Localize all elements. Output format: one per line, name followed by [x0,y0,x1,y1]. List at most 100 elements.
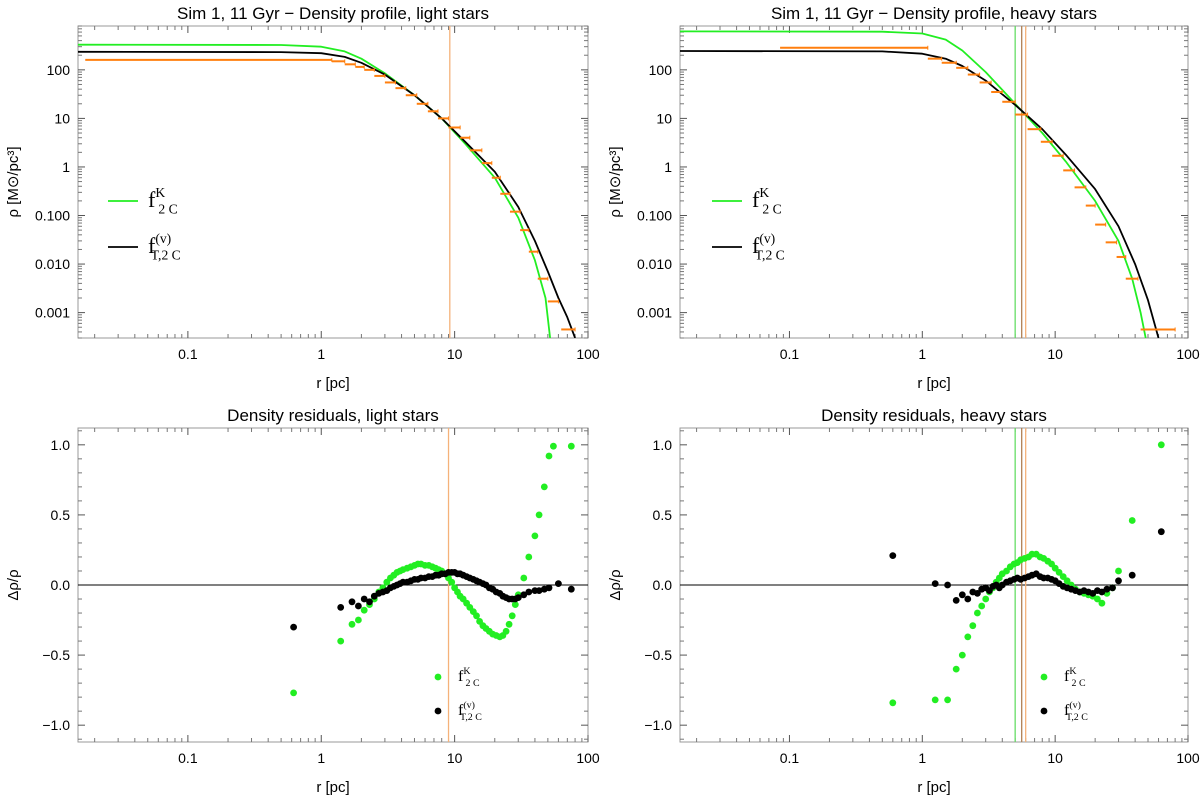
y-tick-label: 10 [656,110,672,126]
legend-label: f(v) T,2 C [148,231,181,263]
data-point-green [348,620,356,628]
legend-marker [1040,707,1048,715]
legend-label: f(v) T,2 C [752,231,785,263]
x-tick-label: 1 [317,750,325,766]
data-point-black [952,597,960,604]
x-tick-label: 100 [1176,346,1200,362]
data-point-black [290,623,297,631]
x-tick-label: 10 [1047,346,1063,362]
data-point-black [567,585,575,593]
y-tick-label: 0.0 [653,577,673,593]
y-tick-label: 0.5 [51,507,71,523]
panel-residuals-heavy: Density residuals, heavy stars r [pc] Δρ/ρ… [607,406,1200,796]
data-point-green [969,622,977,630]
x-tick-label: 1 [918,346,926,362]
x-tick-label: 1 [918,750,926,766]
x-tick-label: 1 [317,346,325,362]
x-tick-label: 100 [576,346,600,362]
data-point-black [360,595,368,603]
legend-label: f(v) T,2 C [1064,700,1088,723]
data-point-green [958,651,966,659]
data-point-green [508,612,516,620]
y-tick-label: 0.001 [637,305,672,321]
y-tick-label: 0.5 [653,507,673,523]
legend-label: fK 2 C [752,185,782,217]
y-tick-label: 0.001 [35,305,70,321]
y-axis-label: ρ [M⊙/pc³] [607,146,624,217]
data-point-green [520,574,528,582]
data-point-black [1103,585,1111,593]
data-point-green [540,483,548,491]
data-point-green [978,602,986,610]
x-tick-label: 10 [447,346,463,362]
legend: fK 2 C f(v) T,2 C [108,185,181,263]
data-point-black [1109,584,1116,592]
data-point-green [964,633,972,641]
legend: fK 2 C f(v) T,2 C [434,666,482,723]
y-tick-label: 0.100 [637,208,672,224]
data-point-green [1115,567,1122,575]
data-point-green [545,452,553,460]
data-point-black [944,581,951,589]
data-point-green [535,511,543,519]
data-point-green [567,442,575,450]
plot-frame [679,25,1189,339]
x-tick-label: 100 [1176,750,1200,766]
data-point-green [505,620,513,628]
y-tick-label: 1.0 [51,437,71,453]
y-tick-label: 1 [62,159,70,175]
x-tick-label: 0.1 [178,750,198,766]
chart-title: Sim 1, 11 Gyr − Density profile, heavy s… [771,4,1097,23]
data-point-green [1128,517,1136,524]
data-point-green [502,627,510,635]
x-tick-label: 100 [576,750,600,766]
data-point-green [944,696,951,704]
data-point-black [355,602,362,610]
data-point-black [889,552,897,559]
y-tick-label: 0.100 [35,208,70,224]
data-point-black [535,587,543,594]
series-line-0 [680,30,1147,338]
x-tick-label: 10 [1047,750,1063,766]
y-tick-label: 0.010 [35,256,70,272]
y-tick-label: 1.0 [653,437,673,453]
plot-area [78,26,576,338]
data-point-black [555,580,562,587]
legend: fK 2 C f(v) T,2 C [712,185,785,263]
y-tick-label: 100 [649,62,673,78]
y-tick-label: −0.5 [644,647,672,663]
data-point-green [974,609,981,617]
legend-marker [434,707,442,715]
y-tick-label: 0.0 [51,577,71,593]
series-line-1 [680,50,1160,338]
panel-density-heavy: Sim 1, 11 Gyr − Density profile, heavy s… [607,4,1200,392]
legend: fK 2 C f(v) T,2 C [1040,666,1088,723]
y-tick-label: 10 [54,110,70,126]
series-line-1 [78,50,576,338]
y-tick-label: 100 [47,62,71,78]
plot-area [680,428,1188,742]
x-tick-label: 0.1 [178,346,198,362]
data-point-green [889,699,897,707]
y-axis-label: ρ [M⊙/pc³] [5,146,22,217]
data-point-black [931,580,939,587]
data-point-black [1157,528,1165,536]
y-tick-label: −1.0 [644,717,672,733]
data-point-black [525,588,533,596]
plot-area [680,26,1176,338]
data-point-green [1094,595,1101,603]
data-point-green [337,637,345,645]
legend-label: fK 2 C [148,185,178,217]
legend-label: fK 2 C [458,666,480,689]
plot-area [78,428,588,742]
data-point-green [448,578,456,586]
x-axis-label: r [pc] [316,779,349,796]
data-point-black [958,591,966,599]
data-point-green [982,595,990,603]
data-point-black [964,595,972,603]
y-tick-label: 1 [664,159,672,175]
data-point-green [550,442,557,450]
data-point-green [525,553,533,561]
x-tick-label: 0.1 [780,346,800,362]
